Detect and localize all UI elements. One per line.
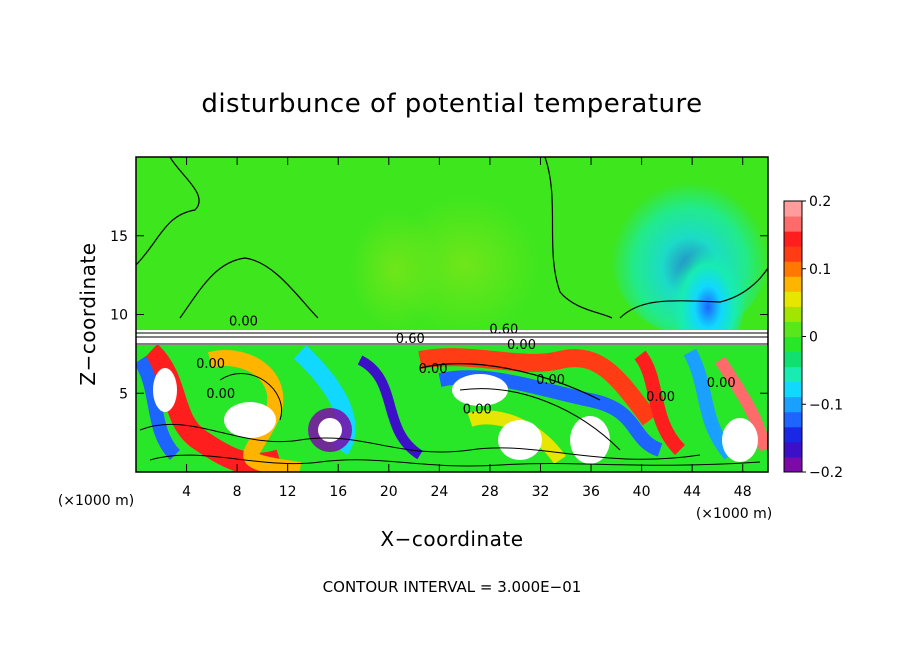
colorbar-swatch [784,426,802,443]
colorbar-swatch [784,411,802,428]
x-tick-label: 16 [329,484,347,500]
colorbar-swatch [784,321,802,337]
cold-core-anomaly [670,235,746,355]
x-tick-label: 8 [233,484,242,500]
colorbar-swatch [784,456,802,473]
contour-label: 0.00 [507,338,536,353]
colorbar-swatch [784,441,802,458]
tropopause-band [136,330,768,346]
x-tick-label: 32 [532,484,550,500]
x-unit-left: (×1000 m) [58,493,134,509]
lower-turbulent-layer [136,345,768,472]
colorbar-swatch [784,366,802,383]
x-tick-label: 20 [380,484,398,500]
contour-label-group: 0.000.600.600.000.000.000.000.000.000.00… [196,315,736,418]
y-axis-label: Z−coordinate [76,242,100,385]
y-tick-label: 10 [110,308,128,324]
contour-upper-left [136,157,200,266]
contour-label: 0.60 [489,322,518,337]
contour-upper-far-right [619,267,768,319]
chart-title: disturbunce of potential temperature [201,89,702,119]
contour-label: 0.60 [396,332,425,347]
colorbar-tick-label: −0.2 [809,465,843,481]
y-axis-ticks: 5 10 15 [110,229,768,402]
colorbar-swatch [784,231,802,247]
x-tick-label: 12 [279,484,297,500]
colorbar-swatch [784,276,802,292]
colorbar-tick-label: 0 [809,330,818,346]
contour-label: 0.00 [463,403,492,418]
colorbar-tick-label: 0.1 [809,262,831,278]
contour-interval-note: CONTOUR INTERVAL = 3.000E−01 [323,578,582,596]
contour-upper-right [544,157,613,319]
contour-label: 0.00 [646,390,675,405]
x-tick-label: 36 [582,484,600,500]
contour-label: 0.00 [419,362,448,377]
colorbar-swatch [784,306,802,322]
x-axis-ticks: 4 8 12 16 20 24 28 32 36 40 44 48 [182,157,752,500]
colorbar-swatch [784,396,802,413]
colorbar-swatch [784,291,802,307]
colorbar-swatch [784,246,802,262]
contour-label: 0.00 [196,357,225,372]
contour-label: 0.00 [229,315,258,330]
y-tick-label: 15 [110,229,128,245]
colorbar-tick-labels: 0.2 0.1 0 −0.1 −0.2 [802,194,843,481]
y-tick-label: 5 [119,386,128,402]
colorbar-swatch [784,201,802,217]
x-tick-label: 28 [481,484,499,500]
x-unit-right: (×1000 m) [696,506,772,522]
x-tick-label: 40 [633,484,651,500]
colorbar-swatch [784,261,802,277]
x-tick-label: 44 [683,484,701,500]
warm-anomaly-center [390,195,540,335]
colorbar-tick-label: −0.1 [809,397,843,413]
colorbar-swatch [784,216,802,232]
colorbar [783,200,803,473]
contour-label: 0.00 [206,387,235,402]
colorbar-swatch [784,381,802,398]
colorbar-swatch [784,351,802,368]
contour-upper-dome [179,257,319,319]
contour-label: 0.00 [707,376,736,391]
x-tick-label: 48 [734,484,752,500]
plot-area [136,157,768,472]
contour-label: 0.00 [536,373,565,388]
x-axis-label: X−coordinate [380,527,523,551]
colorbar-swatch [784,336,802,353]
colorbar-tick-label: 0.2 [809,194,831,210]
x-tick-label: 24 [430,484,448,500]
x-tick-label: 4 [182,484,191,500]
